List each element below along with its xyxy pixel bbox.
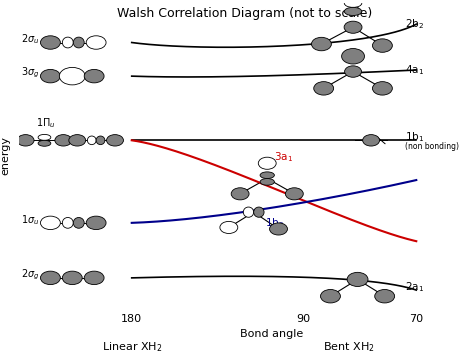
Ellipse shape [344, 7, 362, 15]
Circle shape [220, 221, 238, 233]
Text: 90: 90 [296, 314, 310, 324]
Circle shape [258, 157, 276, 169]
Ellipse shape [344, 0, 362, 7]
Text: 2b$_2$: 2b$_2$ [405, 17, 424, 31]
Text: Bond angle: Bond angle [240, 329, 303, 339]
Text: 3a$_1$: 3a$_1$ [274, 150, 293, 164]
Circle shape [107, 134, 123, 146]
Circle shape [344, 21, 362, 33]
Ellipse shape [73, 37, 84, 48]
Circle shape [320, 289, 340, 303]
Text: 180: 180 [121, 314, 142, 324]
Circle shape [86, 216, 106, 230]
Circle shape [40, 271, 60, 285]
Circle shape [363, 134, 380, 146]
Ellipse shape [38, 140, 51, 146]
Text: 2$\sigma_u$: 2$\sigma_u$ [21, 32, 39, 46]
Ellipse shape [260, 178, 274, 185]
Circle shape [345, 66, 362, 77]
Circle shape [55, 134, 72, 146]
Circle shape [84, 271, 104, 285]
Text: 1$\sigma_u$: 1$\sigma_u$ [21, 213, 39, 227]
Circle shape [373, 82, 392, 95]
Text: 4a$_1$: 4a$_1$ [405, 63, 424, 77]
Text: 2$\sigma_g$: 2$\sigma_g$ [21, 268, 39, 282]
Ellipse shape [38, 134, 51, 140]
Ellipse shape [96, 136, 105, 145]
Circle shape [314, 82, 334, 95]
Text: 1b$_2$: 1b$_2$ [265, 216, 284, 230]
Circle shape [17, 134, 34, 146]
Text: energy: energy [0, 136, 10, 175]
Text: 3$\sigma_g$: 3$\sigma_g$ [21, 66, 39, 80]
Ellipse shape [243, 207, 254, 217]
Text: Walsh Correlation Diagram (not to scale): Walsh Correlation Diagram (not to scale) [117, 7, 372, 20]
Text: 1$\Pi_u$: 1$\Pi_u$ [36, 117, 56, 130]
Circle shape [59, 67, 85, 85]
Text: 70: 70 [409, 314, 423, 324]
Circle shape [270, 223, 287, 235]
Circle shape [375, 289, 394, 303]
Ellipse shape [254, 207, 264, 217]
Text: Bent XH$_2$: Bent XH$_2$ [323, 340, 374, 352]
Ellipse shape [260, 172, 274, 178]
Ellipse shape [73, 218, 84, 228]
Circle shape [63, 271, 82, 285]
Text: 2a$_1$: 2a$_1$ [405, 280, 424, 294]
Circle shape [40, 69, 60, 83]
Circle shape [40, 36, 60, 49]
Circle shape [285, 188, 303, 200]
Circle shape [69, 134, 86, 146]
Ellipse shape [63, 218, 73, 228]
Text: 1b$_1$: 1b$_1$ [405, 130, 424, 144]
Circle shape [342, 49, 365, 64]
Ellipse shape [87, 136, 96, 145]
Ellipse shape [63, 37, 73, 48]
Circle shape [86, 36, 106, 49]
Circle shape [373, 39, 392, 52]
Circle shape [84, 69, 104, 83]
Circle shape [40, 216, 60, 230]
Circle shape [347, 272, 368, 287]
Circle shape [231, 188, 249, 200]
Circle shape [311, 37, 331, 51]
Text: (non bonding): (non bonding) [405, 142, 459, 151]
Text: Linear XH$_2$: Linear XH$_2$ [101, 340, 162, 352]
